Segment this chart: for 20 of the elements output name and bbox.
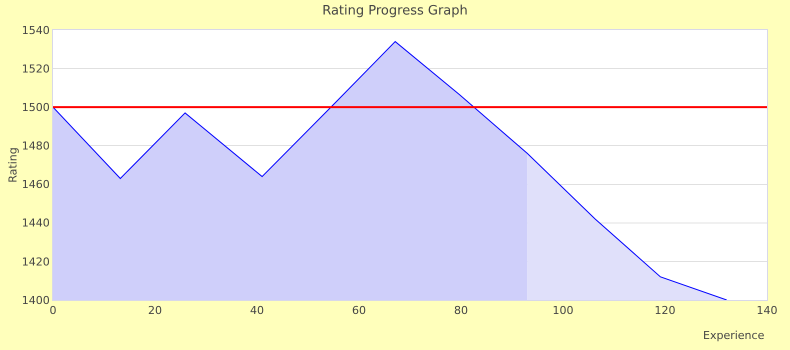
y-axis-title: Rating	[6, 147, 20, 183]
chart-title: Rating Progress Graph	[322, 3, 468, 18]
x-tick-label: 20	[148, 304, 162, 318]
y-tick-label: 1540	[22, 24, 50, 37]
y-tick-label: 1440	[22, 216, 50, 230]
y-tick-label: 1420	[22, 255, 50, 268]
line-series	[53, 41, 728, 300]
y-tick-label: 1400	[22, 294, 50, 307]
y-tick-label: 1460	[22, 178, 50, 192]
x-axis-title: Experience	[703, 329, 765, 342]
y-tick-label: 1500	[22, 100, 50, 114]
x-tick-label: 80	[454, 304, 468, 318]
x-tick-label: 0	[50, 304, 56, 318]
x-tick-label: 100	[552, 304, 574, 318]
y-tick-label: 1480	[22, 140, 50, 153]
x-tick-label: 120	[654, 304, 676, 318]
x-tick-label: 140	[756, 304, 778, 318]
x-tick-label: 60	[352, 304, 366, 318]
x-tick-label: 40	[250, 304, 264, 318]
y-tick-label: 1520	[22, 62, 50, 76]
